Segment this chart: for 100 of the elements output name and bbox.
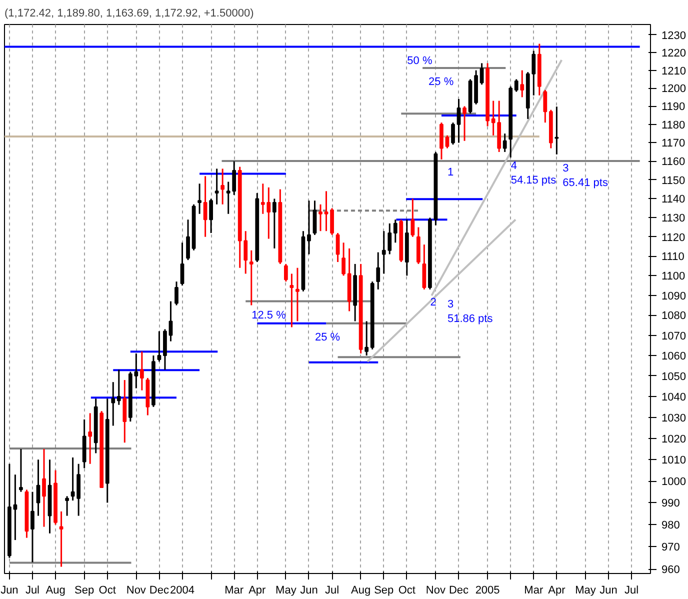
candlestick	[462, 105, 466, 142]
candlestick	[116, 369, 121, 406]
annotation: 12.5 %	[252, 309, 286, 322]
candlestick	[520, 70, 524, 98]
x-tick-label: 2004	[170, 584, 194, 596]
candlestick	[502, 132, 507, 153]
candlestick	[59, 510, 64, 568]
y-tick-label: 1150	[662, 174, 686, 187]
x-tick-label: Jun	[300, 584, 318, 596]
candlestick	[318, 204, 322, 232]
x-tick-label: Sep	[374, 584, 394, 596]
annotation: 1	[447, 166, 454, 178]
candlestick	[186, 218, 190, 261]
y-tick-label: 1050	[662, 370, 686, 383]
candlestick	[30, 491, 34, 564]
x-tick-label: Jun	[0, 584, 18, 596]
x-tick-label: Mar	[224, 584, 244, 596]
y-tick-label: 1110	[662, 251, 684, 264]
candlestick	[388, 222, 392, 255]
y-tick-label: 1210	[662, 65, 686, 78]
annotation: 50 %	[407, 54, 432, 67]
y-tick-label: 1000	[662, 476, 686, 488]
y-tick-label: 980	[662, 520, 680, 532]
candlestick	[364, 320, 369, 356]
x-tick-label: Dec	[149, 584, 170, 596]
candlestick	[36, 458, 40, 517]
x-tick-label: Aug	[46, 584, 66, 596]
candlestick	[168, 300, 173, 342]
x-tick-label: Jul	[324, 584, 340, 596]
candlestick	[157, 330, 162, 362]
y-tick-label: 1030	[662, 412, 686, 424]
y-tick-label: 1220	[662, 48, 686, 60]
y-tick-label: 1180	[662, 119, 686, 132]
candlestick	[324, 190, 328, 232]
x-tick-label: Nov	[126, 584, 146, 596]
candlestick	[491, 100, 496, 136]
candlestick	[214, 168, 219, 206]
y-tick-label: 1020	[662, 433, 686, 446]
candlestick	[272, 198, 276, 250]
candlestick	[307, 200, 311, 255]
candlestick	[203, 175, 208, 238]
candlestick	[554, 106, 559, 156]
annotation: 25 %	[428, 76, 454, 88]
x-tick-label: Oct	[98, 584, 116, 596]
candlestick	[382, 230, 386, 274]
annotation: 3 65.41 pts	[562, 162, 608, 189]
x-tick-label: Jun	[600, 584, 618, 596]
x-tick-label: Nov	[426, 584, 446, 596]
candlestick	[336, 232, 340, 263]
candlestick	[451, 122, 455, 146]
y-tick-label: 1080	[662, 310, 686, 322]
candlestick	[393, 218, 398, 244]
x-tick-label: May	[276, 584, 297, 596]
candlestick	[330, 207, 334, 236]
candlestick	[456, 98, 461, 144]
x-tick-label: Sep	[74, 584, 94, 596]
x-tick-label: Mar	[524, 584, 544, 596]
candlestick	[122, 379, 127, 444]
y-tick-label: 1090	[662, 290, 686, 302]
candlestick	[19, 448, 23, 493]
annotation: 25 %	[314, 331, 340, 344]
y-tick-label: 1130	[662, 212, 686, 225]
y-tick-label: 1060	[662, 350, 686, 362]
y-tick-label: 1230	[662, 30, 686, 42]
y-tick-label: 1160	[662, 156, 686, 168]
x-tick-label: Dec	[448, 584, 470, 596]
candlestick	[342, 242, 346, 276]
candlestick	[440, 122, 444, 160]
annotation: 3 51.86 pts	[447, 298, 494, 326]
candlestick	[284, 263, 288, 282]
annotation: 4 54.15 pts	[510, 160, 557, 186]
annotation: 2	[430, 296, 436, 308]
candlestick	[111, 381, 116, 426]
candlestick	[76, 463, 81, 517]
y-tick-label: 1200	[662, 83, 686, 96]
candlestick	[209, 198, 213, 234]
candlestick	[376, 252, 380, 290]
candlestick	[174, 280, 178, 306]
candlestick	[296, 267, 300, 322]
candlestick	[88, 412, 92, 465]
candlestick	[180, 242, 184, 286]
candlestick	[290, 272, 294, 328]
candlestick	[249, 250, 254, 306]
chart-title: (1,172.42, 1,189.80, 1,163.69, 1,172.92, +1.50000)	[4, 8, 254, 20]
x-tick-label: Jul	[624, 584, 639, 596]
candlestick	[410, 198, 415, 238]
y-tick-label: 1040	[662, 392, 686, 404]
candlestick	[422, 244, 426, 290]
x-tick-label: May	[575, 584, 596, 596]
candlestick	[65, 495, 69, 517]
y-tick-label: 1170	[662, 138, 686, 150]
candlestick	[445, 134, 450, 150]
candlestick	[140, 350, 144, 392]
y-tick-label: 1010	[662, 454, 686, 467]
y-tick-label: 970	[662, 542, 680, 554]
x-tick-label: Aug	[351, 584, 371, 596]
y-tick-label: 1100	[662, 270, 686, 283]
y-tick-label: 1120	[662, 232, 686, 244]
x-tick-label: Apr	[248, 584, 266, 596]
candlestick	[480, 62, 484, 86]
